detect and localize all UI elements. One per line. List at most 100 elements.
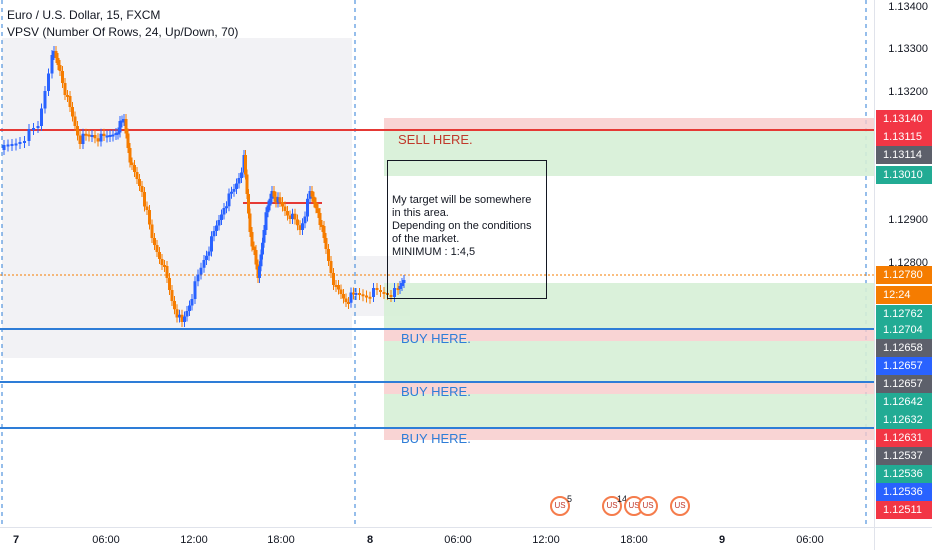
candle-body: [145, 206, 149, 210]
candle-body: [220, 214, 223, 220]
sell-target-zone[interactable]: [384, 130, 874, 176]
candle-body: [135, 172, 139, 179]
time-tick: 12:00: [180, 534, 208, 546]
buy-target-zone-1[interactable]: [384, 283, 874, 329]
candle-body: [264, 212, 268, 230]
price-label: 1.13010: [876, 166, 932, 184]
candle-body: [68, 96, 72, 107]
event-count: 5: [567, 494, 573, 504]
candle-body: [329, 261, 333, 273]
us-flag-event-icon[interactable]: US: [670, 496, 690, 516]
buy-stop-zone-1[interactable]: [384, 329, 874, 341]
candle-body: [128, 148, 132, 163]
candle-body: [270, 191, 274, 199]
symbol-title[interactable]: Euro / U.S. Dollar, 15, FXCM: [7, 8, 161, 22]
price-label: 1.12704: [876, 321, 932, 339]
candle-body: [268, 198, 272, 206]
candle-body: [193, 281, 197, 299]
candle-body: [361, 294, 365, 297]
candle-body: [337, 285, 340, 290]
candle-body: [153, 238, 156, 245]
candle-body: [276, 197, 280, 203]
candle-body: [225, 206, 228, 209]
buy-target-zone-2[interactable]: [384, 341, 874, 382]
candle-body: [252, 246, 256, 250]
candle-body: [389, 295, 393, 297]
candle-body: [2, 145, 6, 150]
candle-body: [111, 134, 115, 137]
chart-canvas[interactable]: [0, 0, 874, 527]
candle-body: [402, 280, 406, 283]
candle-body: [379, 290, 382, 292]
candle-body: [81, 133, 85, 144]
sell-label[interactable]: SELL HERE.: [398, 132, 473, 147]
us-flag-event-icon[interactable]: US: [638, 496, 658, 516]
candle-body: [205, 255, 208, 260]
candle-body: [47, 73, 50, 91]
candle-body: [210, 236, 213, 252]
candle-body: [262, 230, 266, 243]
candle-body: [40, 108, 43, 126]
price-label: 1.12536: [876, 465, 932, 483]
candle-body: [202, 260, 206, 268]
buy-stop-zone-2[interactable]: [384, 382, 874, 394]
candle-body: [354, 293, 358, 295]
candle-body: [332, 273, 335, 285]
us-flag-event-icon[interactable]: US: [602, 496, 622, 516]
candle-body: [18, 142, 22, 144]
candle-body: [173, 301, 176, 310]
buy-target-zone-3[interactable]: [384, 394, 874, 428]
us-flag-event-icon[interactable]: US: [550, 496, 570, 516]
candle-body: [96, 138, 100, 142]
candle-body: [212, 231, 216, 237]
price-label: 1.12657: [876, 357, 932, 375]
buy-label-1[interactable]: BUY HERE.: [401, 331, 471, 346]
candle-body: [240, 172, 243, 178]
candle-body: [175, 309, 179, 318]
candle-body: [318, 213, 322, 225]
chart-legend: Euro / U.S. Dollar, 15, FXCM VPSV (Numbe…: [7, 7, 238, 41]
candle-body: [298, 225, 302, 230]
candle-body: [118, 121, 122, 133]
candle-body: [301, 223, 304, 230]
buy-label-3[interactable]: BUY HERE.: [401, 431, 471, 446]
buy-stop-zone-3[interactable]: [384, 428, 874, 440]
axis-corner[interactable]: [874, 527, 932, 550]
candle-body: [230, 191, 233, 194]
price-label: 1.12642: [876, 393, 932, 411]
candle-body: [286, 211, 289, 216]
candle-body: [199, 267, 203, 275]
target-note[interactable]: My target will be somewhere in this area…: [387, 160, 547, 299]
indicator-title[interactable]: VPSV (Number Of Rows, 24, Up/Down, 70): [7, 25, 239, 39]
buy-label-2[interactable]: BUY HERE.: [401, 384, 471, 399]
note-line: MINIMUM : 1:4,5: [392, 246, 476, 258]
candle-body: [43, 91, 47, 109]
candle-body: [90, 135, 94, 137]
price-label: 1.12658: [876, 339, 932, 357]
candle-body: [52, 51, 56, 55]
candle-body: [108, 135, 112, 137]
candle-body: [36, 126, 40, 128]
candle-body: [23, 141, 26, 143]
time-tick: 06:00: [444, 534, 472, 546]
candle-body: [6, 144, 10, 147]
candle-body: [248, 213, 252, 232]
candle-body: [281, 202, 284, 207]
candle-body: [244, 155, 247, 175]
price-tick: 1.13200: [888, 86, 928, 98]
candle-body: [61, 71, 64, 83]
candle-body: [272, 191, 276, 197]
candle-body: [217, 220, 221, 226]
price-label: 12:24: [876, 286, 932, 304]
candle-body: [261, 242, 264, 255]
candle-body: [274, 196, 278, 203]
candle-body: [76, 126, 79, 136]
sell-stop-zone[interactable]: [384, 118, 874, 130]
price-label: 1.13114: [876, 146, 932, 164]
candle-body: [133, 165, 136, 172]
candle-body: [78, 135, 82, 144]
price-label: 1.12536: [876, 483, 932, 501]
time-axis[interactable]: 7 06:00 12:00 18:00 8 06:00 12:00 18:00 9 06:00: [0, 527, 874, 550]
candle-body: [150, 224, 154, 238]
candle-body: [114, 133, 118, 135]
